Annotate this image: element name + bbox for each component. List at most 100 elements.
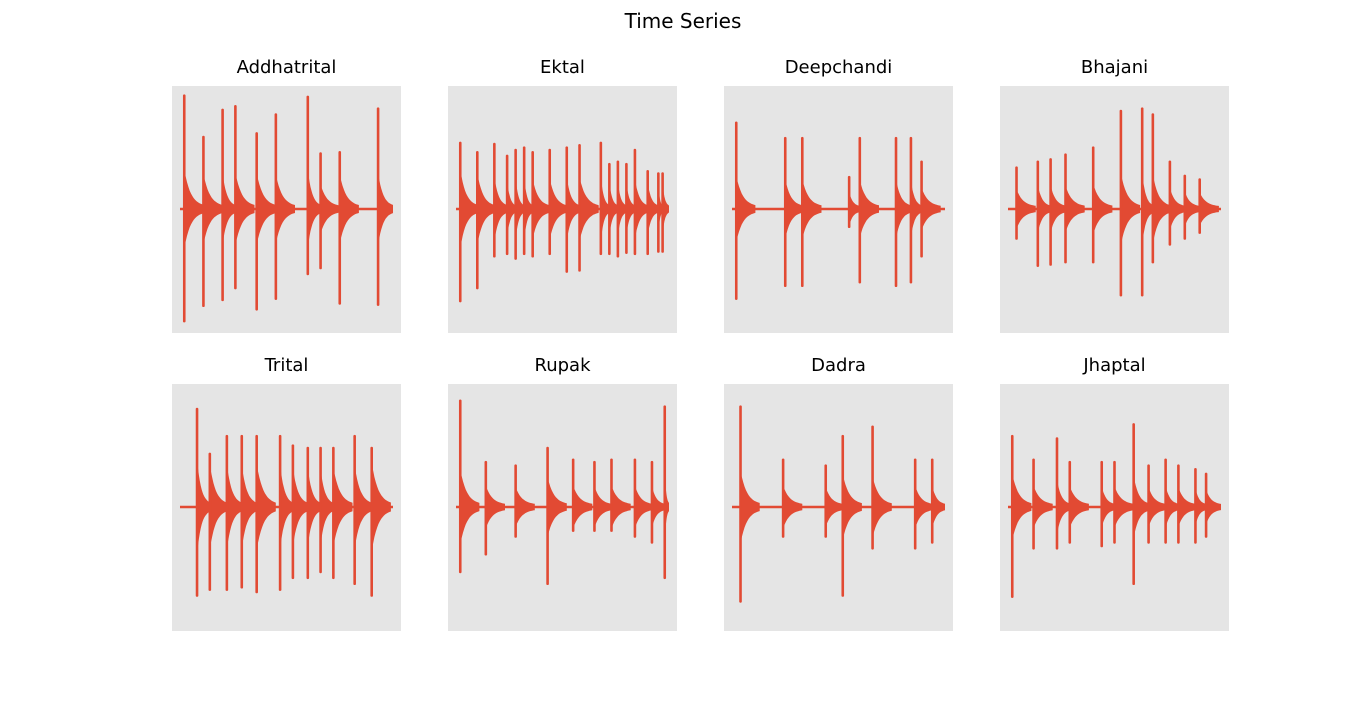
subplot-title: Deepchandi [784, 57, 893, 78]
stroke-decay [339, 176, 359, 244]
figure-title: Time Series [624, 9, 742, 33]
stroke-decay [1206, 491, 1221, 525]
stroke-decay [740, 473, 760, 544]
stroke-decay [1169, 189, 1185, 231]
stroke-decay [222, 175, 236, 245]
stroke-decay [1114, 488, 1134, 528]
stroke-decay [594, 488, 612, 528]
stroke-decay [573, 487, 593, 529]
stroke-decay [280, 466, 293, 551]
stroke-decay [333, 469, 353, 547]
stroke-decay [1142, 175, 1153, 246]
stroke-decay [915, 487, 933, 529]
stroke-decay [842, 476, 862, 540]
subplot-title: Rupak [534, 355, 591, 376]
stroke-decay [736, 178, 756, 243]
stroke-decay [1033, 487, 1053, 529]
axes-area [724, 86, 953, 333]
stroke-decay [611, 487, 631, 529]
stroke-decay [1199, 194, 1219, 226]
axes-area [172, 86, 401, 333]
subplot-title: Jhaptal [1083, 355, 1146, 376]
stroke-decay [307, 171, 321, 249]
stroke-decay [1152, 176, 1170, 244]
waveform-plot [1008, 423, 1221, 598]
subplot-title: Addhatrital [236, 57, 337, 78]
stroke-decay [1012, 476, 1032, 541]
stroke-decay [652, 488, 665, 528]
stroke-decay [354, 467, 372, 549]
stroke-decay [485, 487, 505, 529]
stroke-decay [1178, 489, 1196, 527]
stroke-decay [579, 179, 599, 241]
waveform-plot [732, 405, 945, 603]
stroke-decay [1069, 488, 1089, 528]
stroke-decay [1016, 191, 1036, 229]
stroke-decay [515, 180, 525, 240]
stroke-decay [209, 466, 227, 551]
subplot-title: Ektal [540, 57, 585, 78]
stroke-decay [549, 180, 567, 240]
axes-area [448, 86, 677, 333]
stroke-decay [609, 184, 618, 236]
stroke-decay [785, 181, 803, 239]
stroke-decay [910, 182, 922, 238]
axes-area [448, 384, 677, 631]
stroke-decay [1184, 193, 1200, 227]
stroke-decay [896, 181, 911, 239]
stroke-decay [226, 466, 242, 551]
axes-area [1000, 86, 1229, 333]
stroke-decay [477, 175, 495, 246]
waveform-plot [1008, 107, 1221, 297]
stroke-decay [256, 175, 276, 246]
stroke-decay [256, 465, 276, 551]
stroke-decay [307, 469, 321, 547]
stroke-decay [532, 181, 550, 239]
stroke-decay [275, 176, 295, 244]
stroke-decay [1101, 488, 1115, 528]
axes-area [172, 384, 401, 631]
stroke-decay [197, 461, 210, 555]
stroke-decay [515, 489, 535, 527]
waveform-plot [732, 121, 945, 300]
stroke-decay [460, 471, 480, 545]
stroke-decay [872, 478, 892, 538]
stroke-decay [802, 181, 822, 239]
stroke-decay [292, 469, 308, 547]
waveform-plot [180, 407, 393, 597]
stroke-decay [1133, 478, 1149, 539]
stroke-decay [547, 479, 567, 537]
stroke-decay [634, 180, 648, 240]
axes-area [724, 384, 953, 631]
axes-area [1000, 384, 1229, 631]
stroke-decay [1057, 481, 1070, 535]
subplot-title: Bhajani [1080, 57, 1149, 78]
stroke-decay [849, 194, 860, 227]
stroke-decay [600, 178, 610, 242]
stroke-decay [626, 184, 635, 236]
stroke-decay [859, 182, 879, 238]
stroke-decay [241, 466, 257, 550]
stroke-decay [235, 174, 255, 246]
stroke-decay [460, 171, 478, 249]
stroke-decay [634, 487, 652, 529]
stroke-decay [507, 182, 516, 238]
stroke-decay [1195, 490, 1207, 526]
stroke-decay [1165, 487, 1179, 529]
stroke-decay [1120, 175, 1141, 245]
waveform-plot [456, 141, 669, 303]
waveform-plot [456, 399, 669, 585]
stroke-decay [524, 180, 533, 241]
stroke-decay [1065, 187, 1085, 233]
stroke-decay [378, 175, 393, 246]
stroke-decay [184, 171, 204, 249]
stroke-decay [1037, 187, 1051, 234]
stroke-decay [1148, 489, 1166, 527]
stroke-decay [617, 184, 627, 237]
stroke-decay [662, 185, 669, 236]
stroke-decay [825, 489, 843, 527]
waveform-plot [180, 94, 393, 323]
stroke-decay [932, 487, 945, 529]
stroke-decay [494, 179, 508, 242]
stroke-decay [203, 176, 223, 245]
